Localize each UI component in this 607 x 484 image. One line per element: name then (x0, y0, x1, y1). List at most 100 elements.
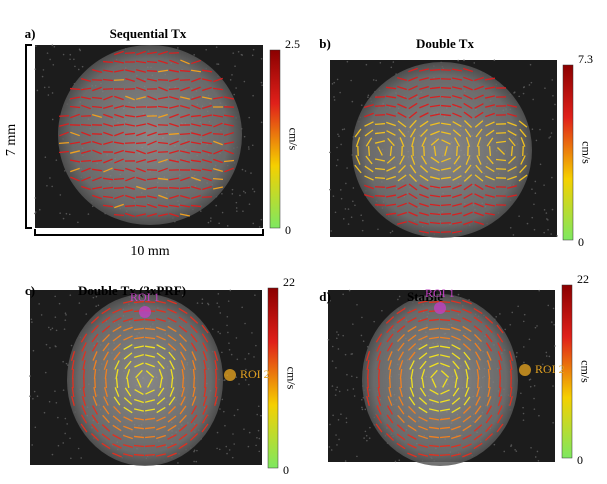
flow-arrow (181, 368, 185, 380)
speckle (236, 358, 239, 361)
speckle (78, 48, 81, 51)
flow-arrow (519, 164, 527, 174)
flow-arrow (399, 137, 405, 147)
flow-arrow (464, 128, 472, 138)
flow-arrow (474, 85, 484, 91)
flow-arrow (91, 342, 99, 352)
speckle (331, 345, 334, 348)
speckle (350, 79, 352, 82)
speckle (534, 456, 537, 458)
flow-arrow (180, 113, 190, 119)
speckle (548, 368, 550, 371)
flow-arrow (484, 86, 496, 90)
flow-arrow (156, 397, 166, 405)
flow-arrow (101, 325, 111, 333)
flow-arrow (408, 76, 418, 82)
flow-arrow (418, 221, 430, 225)
flow-arrow (510, 145, 514, 157)
speckle (260, 57, 263, 60)
flow-arrow (101, 433, 111, 441)
flow-arrow (397, 120, 407, 128)
flow-arrow (82, 368, 86, 380)
speckle (516, 351, 518, 354)
flow-arrow (179, 150, 191, 154)
speckle (336, 146, 338, 149)
speckle (232, 433, 234, 435)
flow-arrow (113, 187, 125, 189)
flow-arrow (366, 368, 370, 380)
flow-arrow (397, 202, 407, 208)
speckle (217, 331, 220, 333)
speckle (231, 74, 233, 76)
flow-arrow (70, 131, 80, 137)
speckle (74, 65, 76, 68)
speckle (62, 53, 65, 56)
flow-arrow (155, 453, 167, 457)
flow-arrow (509, 386, 513, 398)
flow-arrow (157, 213, 169, 217)
speckle (193, 54, 195, 56)
flow-arrow (389, 377, 391, 389)
speckle (351, 353, 354, 355)
flow-arrow (463, 396, 471, 406)
flow-arrow (439, 354, 451, 358)
speckle (391, 230, 394, 232)
speckle (333, 81, 336, 84)
speckle (229, 289, 232, 292)
speckle (514, 449, 516, 451)
flow-arrow (377, 386, 381, 398)
flow-arrow (451, 425, 461, 431)
flow-arrow (419, 174, 429, 182)
flow-arrow (123, 434, 133, 440)
roi-marker (434, 302, 446, 314)
scale-bracket-vertical (25, 44, 32, 229)
flow-arrow (102, 186, 114, 190)
flow-arrow (497, 405, 503, 415)
flow-arrow (429, 362, 439, 368)
flow-arrow (168, 87, 180, 91)
flow-arrow (518, 174, 528, 182)
flow-arrow (201, 114, 213, 118)
speckle (352, 323, 354, 325)
flow-arrow (168, 132, 180, 136)
flow-arrow (158, 113, 168, 119)
speckle (363, 437, 365, 439)
flow-arrow (191, 405, 197, 415)
flow-arrow (190, 204, 202, 208)
flow-arrow (484, 77, 496, 81)
flow-arrow (71, 359, 75, 371)
flow-arrow (488, 377, 490, 389)
speckle (226, 315, 229, 318)
flow-arrow (453, 155, 461, 165)
flow-arrow (124, 360, 132, 370)
flow-arrow (428, 336, 440, 340)
flow-arrow (133, 336, 145, 340)
flow-arrow (93, 386, 97, 398)
flow-arrow (91, 105, 103, 109)
speckle (346, 389, 349, 391)
flow-arrow (451, 344, 461, 350)
flow-arrow (385, 194, 397, 198)
flow-arrow (428, 300, 440, 304)
speckle (550, 233, 552, 235)
flow-arrow (408, 102, 418, 110)
flow-arrow (407, 308, 417, 314)
flow-arrow (520, 137, 526, 147)
speckle (335, 367, 337, 369)
flow-arrow (451, 212, 463, 216)
speckle (228, 449, 231, 451)
speckle (361, 229, 364, 232)
flow-arrow (91, 414, 99, 424)
speckle (34, 197, 37, 199)
flow-arrow (484, 316, 494, 324)
flow-arrow (465, 155, 471, 165)
flow-arrow (485, 104, 495, 108)
flow-arrow (202, 396, 208, 406)
flow-arrow (144, 444, 156, 448)
flow-arrow (366, 359, 370, 371)
flow-arrow (440, 167, 452, 171)
speckle (57, 416, 59, 419)
flow-arrow (401, 145, 403, 157)
speckle (543, 231, 545, 234)
speckle (51, 118, 54, 121)
